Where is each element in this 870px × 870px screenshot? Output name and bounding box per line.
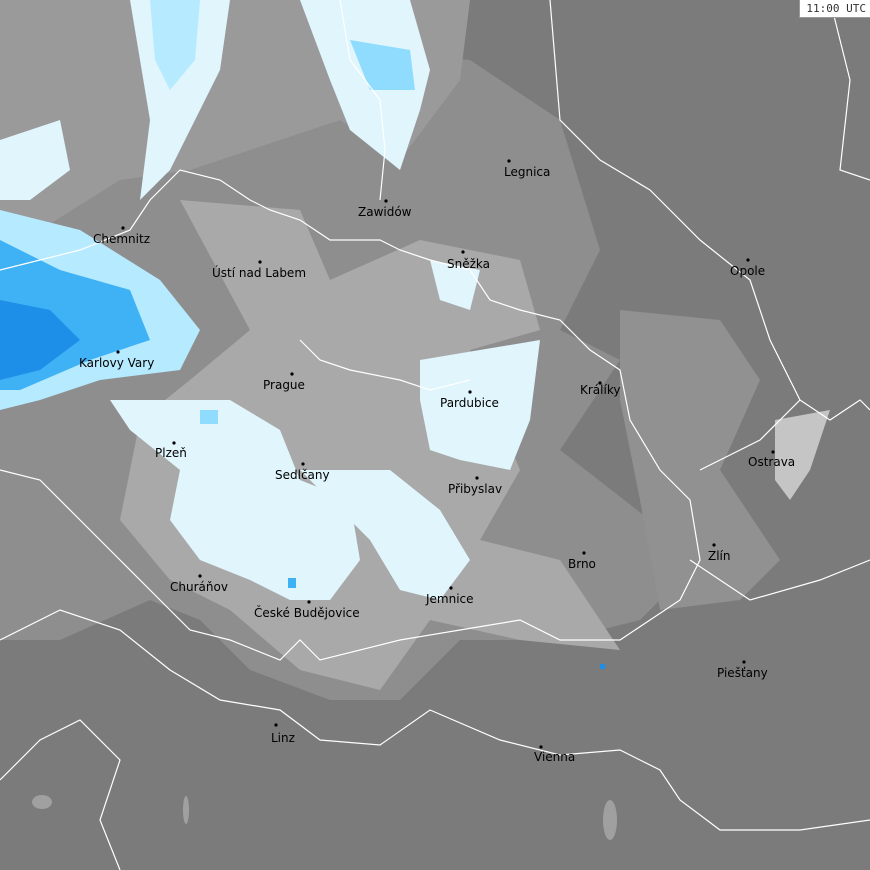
city-label: České Budějovice	[254, 605, 360, 620]
city-label: Plzeň	[155, 446, 187, 460]
city-dot	[771, 450, 775, 454]
city-dot	[258, 260, 262, 264]
city-label: Sedlčany	[275, 468, 330, 482]
city-label: Králíky	[580, 383, 620, 397]
city-dot	[449, 586, 453, 590]
city-label: Pardubice	[440, 396, 499, 410]
city-label: Prague	[263, 378, 305, 392]
precipitation-layer	[0, 0, 830, 669]
city-label: Zawidów	[358, 205, 412, 219]
city-dot	[507, 159, 511, 163]
city-dot	[274, 723, 278, 727]
city-dot	[198, 574, 202, 578]
city-dot	[712, 543, 716, 547]
city-dot	[582, 551, 586, 555]
city-label: Churáňov	[170, 580, 228, 594]
city-label: Vienna	[534, 750, 575, 764]
city-label: Sněžka	[447, 257, 490, 271]
city-dot	[116, 350, 120, 354]
city-dot	[301, 462, 305, 466]
city-label: Legnica	[504, 165, 550, 179]
city-label: Linz	[271, 731, 295, 745]
city-label: Chemnitz	[93, 232, 150, 246]
city-dot	[598, 381, 602, 385]
city-label: Jemnice	[425, 592, 474, 606]
city-label: Přibyslav	[448, 482, 502, 496]
city-label: Karlovy Vary	[79, 356, 154, 370]
city-label: Brno	[568, 557, 596, 571]
city-dot	[384, 199, 388, 203]
city-label: Zlín	[708, 549, 731, 563]
city-dot	[468, 390, 472, 394]
city-dot	[461, 250, 465, 254]
city-label: Ostrava	[748, 455, 795, 469]
city-dot	[172, 441, 176, 445]
city-dot	[746, 258, 750, 262]
timestamp-label: 11:00 UTC	[799, 0, 870, 18]
city-dot	[290, 372, 294, 376]
city-label: Ústí nad Labem	[212, 265, 306, 280]
city-label: Piešťany	[717, 666, 768, 680]
city-labels: Legnica Zawidów Chemnitz Ústí nad Labem Sněž…	[79, 159, 795, 764]
city-dot	[121, 226, 125, 230]
city-dot	[475, 476, 479, 480]
city-dot	[307, 600, 311, 604]
city-dot	[742, 660, 746, 664]
city-dot	[539, 745, 543, 749]
city-label: Opole	[730, 264, 765, 278]
lakes	[32, 795, 617, 840]
